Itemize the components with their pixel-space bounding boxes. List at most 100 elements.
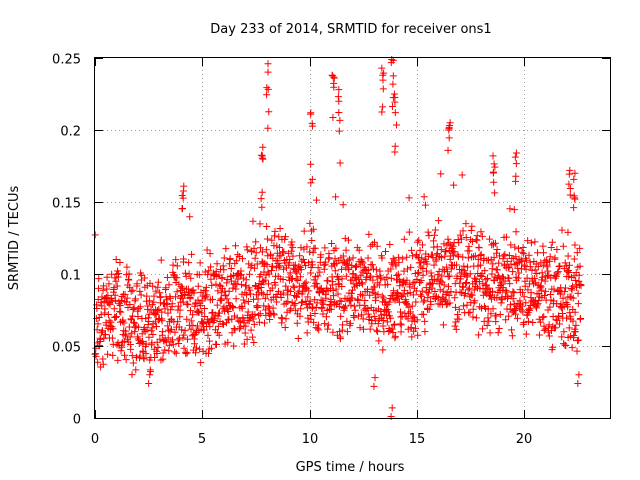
data-point	[248, 333, 256, 341]
data-point	[153, 349, 161, 357]
data-point	[403, 276, 411, 284]
data-point	[523, 274, 531, 282]
data-point	[185, 288, 193, 296]
data-point	[539, 249, 547, 257]
data-point	[544, 267, 552, 275]
data-point	[387, 265, 395, 273]
data-point	[371, 317, 379, 325]
data-point	[191, 340, 199, 348]
data-point	[311, 310, 319, 318]
data-point	[413, 316, 421, 324]
data-point	[152, 287, 160, 295]
data-point	[481, 282, 489, 290]
data-point	[186, 307, 194, 315]
data-point	[365, 230, 373, 238]
data-point	[372, 266, 380, 274]
data-point	[210, 316, 218, 324]
data-point	[449, 242, 457, 250]
data-point	[384, 308, 392, 316]
data-point	[403, 265, 411, 273]
data-point	[171, 328, 179, 336]
data-point	[126, 333, 134, 341]
y-axis-label: SRMTID / TECUs	[7, 186, 22, 291]
data-point	[249, 315, 257, 323]
data-point	[263, 235, 271, 243]
data-point	[574, 379, 582, 387]
data-point	[537, 286, 545, 294]
data-point	[253, 302, 261, 310]
data-point	[343, 317, 351, 325]
data-point	[317, 296, 325, 304]
data-point	[134, 335, 142, 343]
data-point	[298, 299, 306, 307]
data-point	[525, 251, 533, 259]
data-point	[442, 301, 450, 309]
data-point	[495, 325, 503, 333]
data-point	[520, 249, 528, 257]
data-point	[482, 276, 490, 284]
data-point	[574, 300, 582, 308]
data-point	[167, 325, 175, 333]
data-point	[535, 315, 543, 323]
data-point	[460, 302, 468, 310]
data-point	[409, 291, 417, 299]
data-point	[468, 222, 476, 230]
data-point	[239, 274, 247, 282]
data-point	[123, 263, 131, 271]
data-point	[548, 238, 556, 246]
data-point	[156, 289, 164, 297]
data-point	[434, 271, 442, 279]
data-point	[504, 293, 512, 301]
data-point	[389, 255, 397, 263]
data-point	[561, 259, 569, 267]
data-point	[383, 273, 391, 281]
data-point	[428, 284, 436, 292]
data-point	[496, 310, 504, 318]
data-point	[388, 102, 396, 110]
data-point	[173, 274, 181, 282]
data-point	[366, 272, 374, 280]
data-point	[120, 319, 128, 327]
data-point	[250, 244, 258, 252]
data-point	[522, 330, 530, 338]
data-point	[145, 317, 153, 325]
data-point	[371, 374, 379, 382]
data-point	[109, 340, 117, 348]
data-point	[149, 282, 157, 290]
data-point	[427, 300, 435, 308]
data-point	[505, 312, 513, 320]
data-point	[114, 356, 122, 364]
data-point	[142, 350, 150, 358]
data-point	[529, 319, 537, 327]
data-point	[202, 293, 210, 301]
data-point	[128, 352, 136, 360]
data-point	[264, 303, 272, 311]
data-point	[462, 233, 470, 241]
data-point	[258, 188, 266, 196]
data-point	[369, 276, 377, 284]
data-point	[287, 247, 295, 255]
data-point	[219, 320, 227, 328]
data-point	[400, 235, 408, 243]
data-point	[366, 325, 374, 333]
data-point	[161, 346, 169, 354]
data-point	[172, 278, 180, 286]
data-point	[368, 261, 376, 269]
data-point	[162, 284, 170, 292]
data-point	[370, 382, 378, 390]
data-point	[453, 261, 461, 269]
data-point	[140, 355, 148, 363]
data-point	[476, 261, 484, 269]
data-point	[255, 311, 263, 319]
data-point	[280, 248, 288, 256]
data-point	[464, 263, 472, 271]
data-point	[458, 171, 466, 179]
data-point	[421, 317, 429, 325]
data-point	[289, 243, 297, 251]
data-point	[284, 297, 292, 305]
data-point	[136, 287, 144, 295]
data-point	[245, 260, 253, 268]
data-point	[308, 304, 316, 312]
data-point	[359, 325, 367, 333]
data-point	[452, 318, 460, 326]
